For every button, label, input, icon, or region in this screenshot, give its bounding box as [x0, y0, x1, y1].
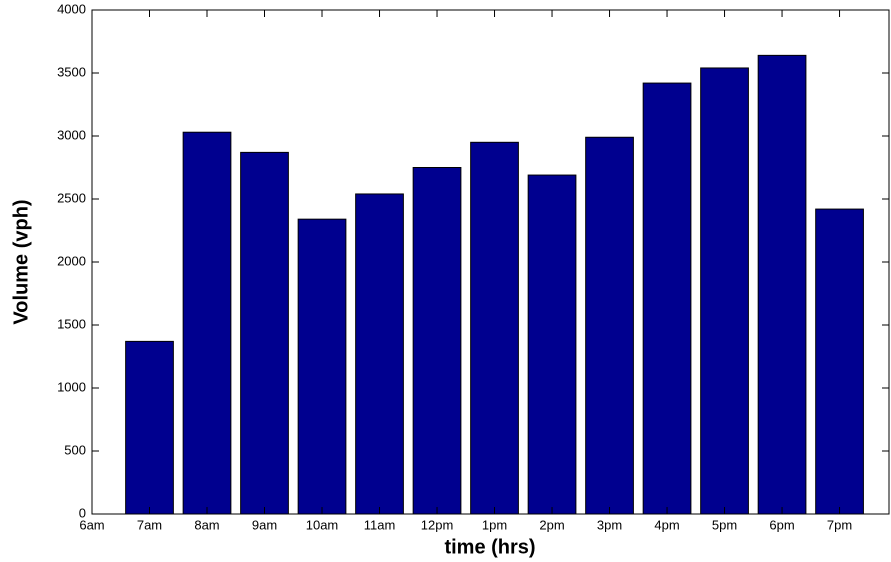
x-tick-label: 12pm: [421, 517, 454, 532]
x-tick-label: 6pm: [769, 517, 794, 532]
bar: [125, 340, 174, 515]
y-tick-label: 3000: [57, 127, 86, 142]
bar: [815, 208, 864, 515]
bar: [757, 54, 807, 515]
bar: [700, 67, 749, 515]
y-tick-label: 500: [64, 442, 86, 457]
x-tick-label: 4pm: [654, 517, 679, 532]
x-tick-label: 2pm: [539, 517, 564, 532]
bar: [182, 131, 232, 515]
bar: [470, 141, 519, 515]
x-tick-label: 10am: [306, 517, 339, 532]
x-axis-title: time (hrs): [444, 536, 535, 558]
y-tick-label: 2500: [57, 190, 86, 205]
y-tick-label: 1500: [57, 316, 86, 331]
bar: [527, 174, 577, 515]
x-tick-label: 6am: [79, 517, 104, 532]
bar: [355, 193, 404, 515]
x-tick-label: 5pm: [712, 517, 737, 532]
x-tick-label: 3pm: [597, 517, 622, 532]
x-tick-label: 7pm: [827, 517, 852, 532]
x-tick-label: 11am: [364, 517, 396, 532]
bar: [642, 82, 692, 515]
x-tick-label: 7am: [137, 517, 162, 532]
bar: [297, 218, 347, 515]
bar: [585, 136, 634, 515]
y-tick-label: 1000: [57, 379, 86, 394]
y-tick-label: 0: [79, 505, 86, 520]
y-tick-label: 2000: [57, 253, 86, 268]
bar: [412, 167, 462, 515]
y-axis-title: Volume (vph): [10, 199, 32, 324]
x-tick-label: 9am: [252, 517, 277, 532]
bar: [240, 151, 289, 515]
y-tick-label: 4000: [57, 1, 86, 16]
x-tick-label: 8am: [194, 517, 219, 532]
x-tick-label: 1pm: [482, 517, 507, 532]
y-tick-label: 3500: [57, 64, 86, 79]
